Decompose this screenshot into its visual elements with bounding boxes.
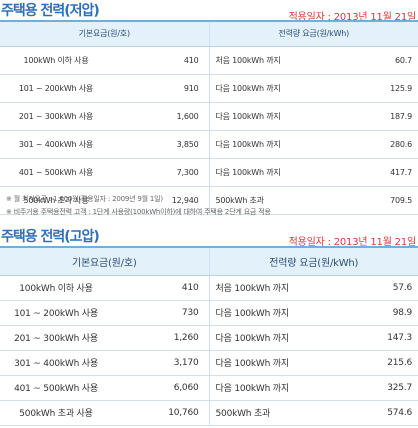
table-row: 401 ~ 500kWh 사용 7,300 다음 100kWh 까지 417.7 xyxy=(0,158,418,187)
basic-fee: 1,600 xyxy=(112,102,209,131)
usage-range: 101 ~ 200kWh 사용 xyxy=(0,74,112,103)
energy-tier: 다음 100kWh 까지 xyxy=(208,102,327,131)
table-row: 101 ~ 200kWh 사용 910 다음 100kWh 까지 125.9 xyxy=(0,74,418,103)
energy-tier: 다음 100kWh 까지 xyxy=(208,130,327,159)
table-row: 500kWh 초과 사용 12,940 500kWh 초과 709.5 xyxy=(0,186,418,215)
energy-tier: 다음 100kWh 까지 xyxy=(208,300,328,326)
energy-tier: 다음 100kWh 까지 xyxy=(208,375,328,401)
high-voltage-title: 주택용 전력(고압) xyxy=(1,229,100,245)
high-voltage-table: 기본요금(원/호) 전력량 요금(원/kWh) 100kWh 이하 사용 410… xyxy=(0,246,418,426)
energy-tier: 다음 100kWh 까지 xyxy=(208,74,327,103)
usage-range: 101 ~ 200kWh 사용 xyxy=(0,300,112,326)
table-row: 301 ~ 400kWh 사용 3,170 다음 100kWh 까지 215.6 xyxy=(0,350,418,376)
basic-fee-header: 기본요금(원/호) xyxy=(0,246,210,276)
usage-range: 201 ~ 300kWh 사용 xyxy=(0,102,112,131)
usage-range: 500kWh 초과 사용 xyxy=(0,186,112,215)
low-voltage-date: 적용일자 : 2013년 11월 21일 xyxy=(288,12,417,23)
energy-tier: 500kWh 초과 xyxy=(208,400,328,426)
low-voltage-table: 기본요금(원/호) 전력량 요금(원/kWh) 100kWh 이하 사용 410… xyxy=(0,20,418,215)
basic-fee: 10,760 xyxy=(112,400,210,426)
table-row: 500kWh 초과 사용 10,760 500kWh 초과 574.6 xyxy=(0,400,418,426)
table-row: 401 ~ 500kWh 사용 6,060 다음 100kWh 까지 325.7 xyxy=(0,375,418,401)
table-row: 100kWh 이하 사용 410 처음 100kWh 까지 60.7 xyxy=(0,46,418,75)
energy-rate: 325.7 xyxy=(327,375,418,401)
energy-tier: 다음 100kWh 까지 xyxy=(208,325,328,351)
energy-rate: 215.6 xyxy=(327,350,418,376)
table-row: 201 ~ 300kWh 사용 1,600 다음 100kWh 까지 187.9 xyxy=(0,102,418,131)
basic-fee: 3,850 xyxy=(112,130,209,159)
energy-rate: 98.9 xyxy=(327,300,418,326)
basic-fee: 410 xyxy=(112,275,210,301)
basic-fee: 910 xyxy=(112,74,209,103)
note-minimum-fee: ※ 월 최저요금 : 1,000원(적용일자 : 2009년 9월 1일) xyxy=(6,195,163,203)
energy-fee-header: 전력량 요금(원/kWh) xyxy=(208,20,418,47)
high-voltage-date: 적용일자 : 2013년 11월 21일 xyxy=(288,237,417,248)
basic-fee: 12,940 xyxy=(112,186,209,215)
table-row: 201 ~ 300kWh 사용 1,260 다음 100kWh 까지 147.3 xyxy=(0,325,418,351)
usage-range: 100kWh 이하 사용 xyxy=(0,46,112,75)
usage-range: 201 ~ 300kWh 사용 xyxy=(0,325,112,351)
basic-fee: 3,170 xyxy=(112,350,210,376)
energy-tier: 처음 100kWh 까지 xyxy=(208,46,327,75)
table-row: 301 ~ 400kWh 사용 3,850 다음 100kWh 까지 280.6 xyxy=(0,130,418,159)
usage-range: 301 ~ 400kWh 사용 xyxy=(0,130,112,159)
basic-fee: 1,260 xyxy=(112,325,210,351)
energy-rate: 187.9 xyxy=(327,102,418,131)
energy-tier: 다음 100kWh 까지 xyxy=(208,158,327,187)
usage-range: 100kWh 이하 사용 xyxy=(0,275,112,301)
basic-fee: 410 xyxy=(112,46,209,75)
energy-rate: 60.7 xyxy=(327,46,418,75)
energy-tier: 처음 100kWh 까지 xyxy=(208,275,328,301)
basic-fee: 730 xyxy=(112,300,210,326)
usage-range: 301 ~ 400kWh 사용 xyxy=(0,350,112,376)
energy-rate: 574.6 xyxy=(327,400,418,426)
table-row: 101 ~ 200kWh 사용 730 다음 100kWh 까지 98.9 xyxy=(0,300,418,326)
low-voltage-title: 주택용 전력(저압) xyxy=(1,3,100,19)
energy-rate: 709.5 xyxy=(327,186,418,215)
basic-fee: 7,300 xyxy=(112,158,209,187)
basic-fee: 6,060 xyxy=(112,375,210,401)
usage-range: 500kWh 초과 사용 xyxy=(0,400,112,426)
energy-rate: 147.3 xyxy=(327,325,418,351)
energy-tier: 다음 100kWh 까지 xyxy=(208,350,328,376)
energy-fee-header: 전력량 요금(원/kWh) xyxy=(208,246,418,276)
energy-tier: 500kWh 초과 xyxy=(208,186,327,215)
energy-rate: 125.9 xyxy=(327,74,418,103)
energy-rate: 57.6 xyxy=(327,275,418,301)
note-non-residential: ※ 비주거용 주택용전력 고객 : 1단계 사용량(100kWh이하)에 대하여… xyxy=(6,208,271,216)
basic-fee-header: 기본요금(원/호) xyxy=(0,20,209,47)
usage-range: 401 ~ 500kWh 사용 xyxy=(0,158,112,187)
table-row: 100kWh 이하 사용 410 처음 100kWh 까지 57.6 xyxy=(0,275,418,301)
energy-rate: 417.7 xyxy=(327,158,418,187)
energy-rate: 280.6 xyxy=(327,130,418,159)
usage-range: 401 ~ 500kWh 사용 xyxy=(0,375,112,401)
